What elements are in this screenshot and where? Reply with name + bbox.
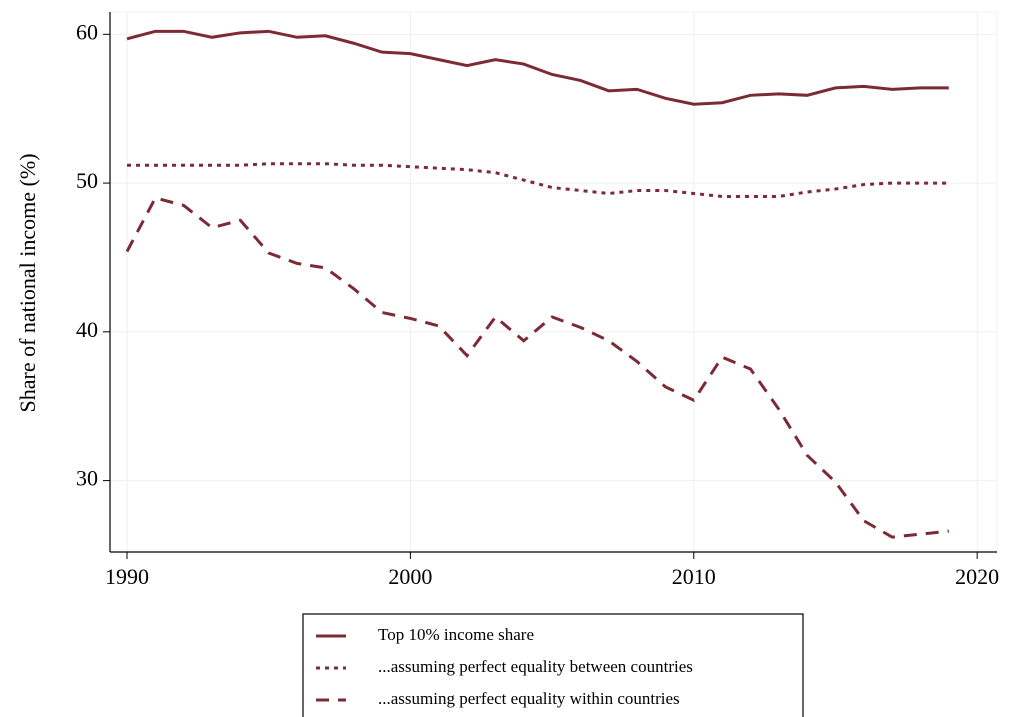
legend-box bbox=[302, 613, 804, 717]
y-tick-label: 50 bbox=[76, 168, 98, 193]
x-tick-label: 2000 bbox=[388, 564, 432, 589]
y-tick-label: 60 bbox=[76, 19, 98, 44]
legend-label: Top 10% income share bbox=[378, 625, 534, 644]
series-line bbox=[127, 162, 949, 198]
legend-label: ...assuming perfect equality within coun… bbox=[378, 689, 680, 708]
x-tick-label: 2020 bbox=[955, 564, 999, 589]
legend-label: ...assuming perfect equality between cou… bbox=[378, 657, 693, 676]
x-tick-label: 1990 bbox=[105, 564, 149, 589]
legend: Top 10% income share ...assuming perfect … bbox=[302, 613, 804, 717]
y-tick-label: 30 bbox=[76, 466, 98, 491]
series-line bbox=[125, 196, 949, 539]
y-tick-label: 40 bbox=[76, 317, 98, 342]
plot-frame bbox=[109, 11, 998, 553]
series-line bbox=[126, 29, 949, 106]
y-axis-title: Share of national income (%) bbox=[15, 153, 40, 412]
x-tick-label: 2010 bbox=[672, 564, 716, 589]
